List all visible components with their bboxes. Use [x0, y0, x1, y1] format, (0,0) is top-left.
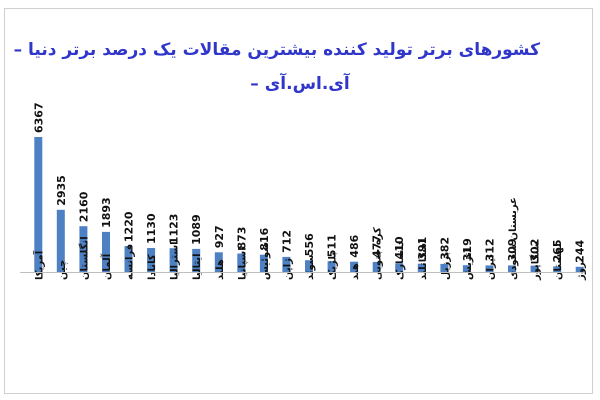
bar: [395, 263, 404, 272]
bar: [462, 265, 471, 272]
bar: [147, 248, 156, 272]
category-label: ایران: [486, 255, 497, 280]
bar-value-label: 2935: [55, 175, 68, 206]
bar: [237, 253, 246, 272]
category-label: اسپانیا: [237, 247, 248, 280]
bar: [214, 252, 223, 272]
bar: [553, 266, 562, 272]
category-label: آلمان: [100, 253, 113, 280]
bar-value-label: 816: [258, 227, 271, 250]
bar-value-label: 1220: [123, 211, 136, 242]
chart-frame: [4, 8, 593, 394]
bar: [259, 254, 268, 272]
category-label: چین: [57, 260, 68, 280]
bar: [417, 263, 426, 272]
category-label: آمریکا: [32, 250, 45, 280]
category-label: هلند: [215, 259, 226, 280]
category-label: اسکاتلند: [418, 239, 429, 280]
bar-value-label: 319: [461, 238, 474, 261]
category-label: ژاپن: [282, 258, 293, 280]
value-labels-group: 6367 2935 2160 1893 1220 1130 1123 1089 927 873 81…: [32, 102, 586, 262]
bar: [372, 261, 381, 272]
bar: [575, 266, 584, 272]
bar: [34, 137, 43, 272]
category-label: هند: [350, 263, 361, 280]
category-label: کره جنوبی: [373, 227, 384, 280]
category-label: کانادا: [147, 254, 158, 280]
chart-title-line-2: آی.اس.آی –: [250, 74, 350, 94]
bar-value-label: 1089: [190, 214, 203, 245]
bar: [169, 248, 178, 272]
bar: [508, 265, 516, 272]
bar-value-label: 265: [551, 239, 564, 262]
category-label: فرانسه: [125, 244, 136, 280]
category-label: دانمارک: [395, 241, 406, 280]
bar-value-label: 382: [438, 237, 451, 260]
bar-value-label: 410: [393, 236, 406, 259]
chart-title-line-1: کشورهای برتر تولید کننده بیشترین مقالات …: [13, 40, 540, 60]
category-label: اتریش: [463, 249, 474, 280]
bar-value-label: 302: [529, 239, 542, 262]
bar: [56, 209, 65, 272]
bar-value-label: 1130: [145, 213, 158, 244]
bar-value-label: 477: [371, 235, 384, 258]
bar: [102, 231, 110, 272]
category-label: نروژ: [576, 258, 587, 281]
category-label: سوئد: [305, 254, 316, 280]
bar: [327, 261, 336, 272]
bar: [124, 246, 133, 272]
bar-value-label: 309: [506, 238, 519, 261]
bar-value-label: 244: [574, 239, 587, 262]
category-label: برزیل: [440, 252, 451, 280]
category-label: عربستان سعودی: [508, 197, 519, 280]
category-label: بلژیک: [328, 252, 339, 280]
bar-value-label: 2160: [77, 191, 90, 222]
bar: [485, 265, 494, 272]
bar: [350, 261, 359, 272]
bar-value-label: 556: [303, 233, 316, 256]
bar-value-label: 1893: [100, 197, 113, 228]
bar-value-label: 511: [326, 234, 339, 257]
bar-value-label: 486: [348, 234, 361, 257]
bar: [192, 248, 201, 272]
bar: [440, 263, 449, 272]
category-labels-group: آمریکا چین انگلستان آلمان فرانسه کانادا استرال…: [32, 197, 586, 281]
bar-value-label: 1123: [168, 214, 181, 245]
category-label: ایتالیا: [192, 253, 203, 280]
category-label: سوئیس: [260, 242, 271, 280]
category-label: انگلستان: [77, 236, 90, 280]
bar-value-label: 927: [213, 225, 226, 248]
bar: [530, 265, 539, 272]
bar-value-label: 6367: [32, 102, 45, 133]
category-label: استرالیا: [170, 241, 181, 280]
category-label: سنگاپور: [529, 241, 542, 281]
bar-value-label: 712: [280, 230, 293, 253]
bar: [305, 260, 313, 272]
category-label: لهستان: [553, 243, 564, 280]
bar-value-label: 312: [484, 238, 497, 261]
bar-value-label: 873: [235, 227, 248, 250]
bars-group: [34, 137, 584, 272]
bar: [282, 256, 291, 272]
bar-value-label: 391: [416, 237, 429, 260]
bar: [79, 226, 88, 272]
